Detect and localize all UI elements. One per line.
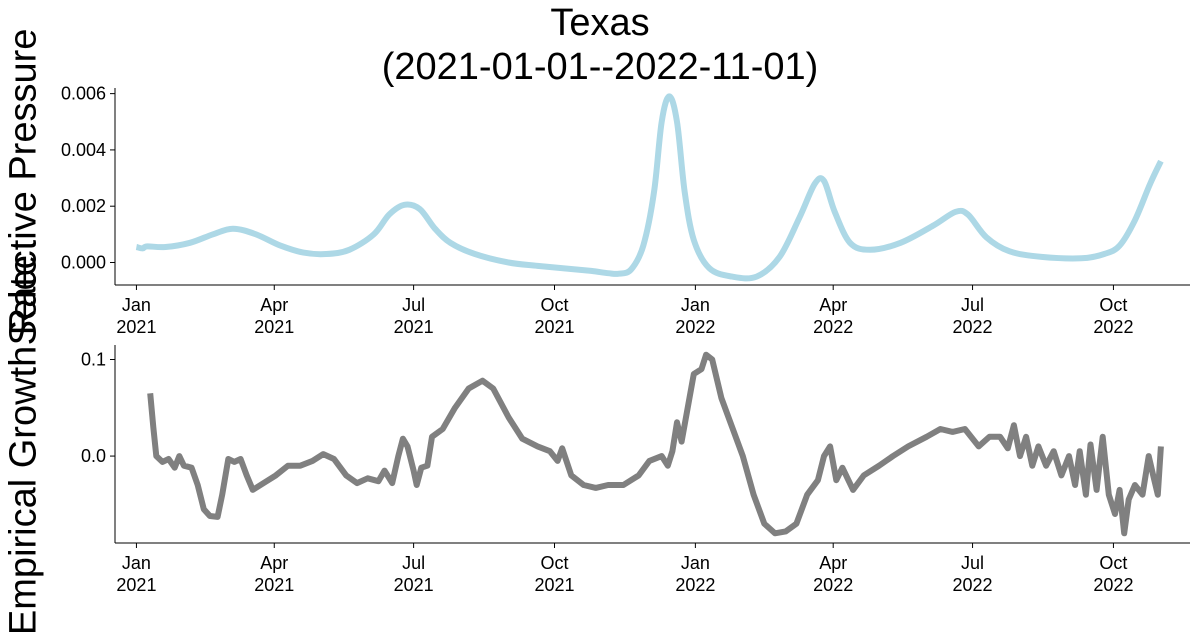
top-x-tick-label-month: Jul [961,295,984,315]
top-x-tick-label-month: Jul [402,295,425,315]
bottom-x-tick-label-month: Jan [122,553,151,573]
figure: Texas (2021-01-01--2022-11-01) Selective… [0,0,1200,600]
selective-pressure-plot: 0.0000.0020.0040.006Jan2021Apr2021Jul202… [0,0,1200,600]
bottom-x-tick-label-month: Jan [681,553,710,573]
bottom-x-tick-label-year: 2022 [1093,575,1133,595]
top-x-tick-label-month: Jan [681,295,710,315]
top-x-tick-label-month: Oct [1099,295,1127,315]
bottom-x-tick-label-month: Jul [402,553,425,573]
top-x-tick-label-year: 2022 [813,317,853,337]
bottom-x-tick-label-month: Jul [961,553,984,573]
top-x-tick-label-month: Apr [819,295,847,315]
bottom-x-tick-label-year: 2022 [953,575,993,595]
bottom-x-tick-label-year: 2021 [534,575,574,595]
top-y-tick-label: 0.006 [61,84,106,104]
bottom-x-tick-label-month: Apr [260,553,288,573]
top-series-line-0 [136,96,1161,278]
top-y-tick-label: 0.002 [61,196,106,216]
top-x-tick-label-month: Jan [122,295,151,315]
top-x-tick-label-year: 2022 [953,317,993,337]
top-x-tick-label-year: 2021 [534,317,574,337]
bottom-y-tick-label: 0.0 [81,446,106,466]
bottom-x-tick-label-month: Apr [819,553,847,573]
bottom-x-tick-label-year: 2022 [675,575,715,595]
bottom-x-tick-label-year: 2022 [813,575,853,595]
bottom-y-tick-label: 0.1 [81,349,106,369]
top-y-tick-label: 0.004 [61,140,106,160]
bottom-series-line-0 [150,355,1161,534]
top-y-tick-label: 0.000 [61,252,106,272]
top-x-tick-label-year: 2022 [675,317,715,337]
top-x-tick-label-year: 2021 [254,317,294,337]
top-x-tick-label-month: Apr [260,295,288,315]
bottom-x-tick-label-year: 2021 [116,575,156,595]
bottom-x-tick-label-year: 2021 [254,575,294,595]
top-x-tick-label-year: 2022 [1093,317,1133,337]
bottom-x-tick-label-year: 2021 [394,575,434,595]
bottom-x-tick-label-month: Oct [1099,553,1127,573]
top-x-tick-label-year: 2021 [394,317,434,337]
bottom-x-tick-label-month: Oct [540,553,568,573]
top-x-tick-label-month: Oct [540,295,568,315]
top-x-tick-label-year: 2021 [116,317,156,337]
